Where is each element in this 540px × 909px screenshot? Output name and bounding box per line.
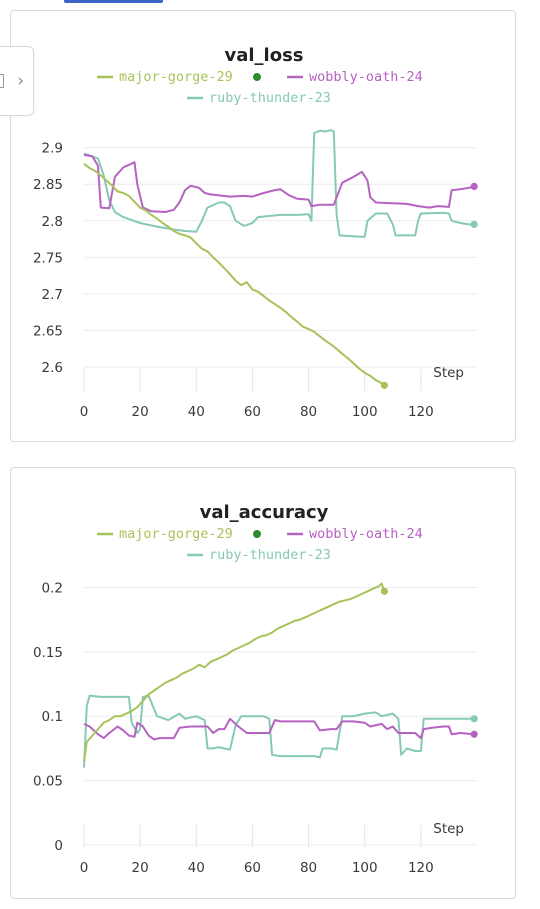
chart-panel-val-accuracy: val_accuracy major-gorge-29 wobbly-oath-24… [10, 467, 516, 899]
y-tick-label: 2.6 [42, 360, 63, 376]
legend-label: wobbly-oath-24 [309, 526, 423, 542]
x-tick-label: 40 [188, 404, 205, 420]
legend-label: wobbly-oath-24 [309, 69, 423, 85]
series-endpoint [470, 182, 478, 190]
run-status-dot [253, 73, 261, 81]
y-tick-label: 0.2 [42, 580, 63, 596]
expand-sidebar-button[interactable]: › [0, 46, 34, 116]
legend-label: ruby-thunder-23 [209, 90, 331, 106]
series-line-major-gorge-29 [83, 582, 386, 762]
y-tick-label: 0.05 [33, 774, 63, 790]
legend-label: major-gorge-29 [119, 69, 233, 85]
val-loss-chart: val_loss major-gorge-29 wobbly-oath-24 ruby… [33, 45, 478, 420]
y-tick-label: 2.8 [42, 214, 63, 230]
x-tick-label: 100 [352, 404, 378, 420]
x-tick-label: 120 [408, 404, 434, 420]
x-tick-label: 20 [132, 860, 149, 876]
x-tick-label: 120 [408, 860, 434, 876]
x-tick-label: 100 [352, 860, 378, 876]
series-endpoint [470, 220, 478, 229]
series-endpoint [470, 730, 478, 738]
y-tick-label: 2.65 [33, 323, 63, 339]
y-tick-label: 0.1 [42, 709, 63, 725]
series-line-wobbly-oath-24 [83, 153, 475, 213]
x-axis-label: Step [433, 365, 464, 381]
series-line-wobbly-oath-24 [83, 717, 475, 741]
x-tick-label: 60 [244, 860, 261, 876]
active-tab-indicator [64, 0, 163, 3]
x-tick-label: 80 [300, 404, 317, 420]
series-line-ruby-thunder-23 [83, 694, 475, 768]
series-endpoint [470, 715, 478, 723]
x-tick-label: 0 [80, 404, 89, 420]
y-tick-label: 2.7 [42, 287, 63, 303]
panel-grid-icon [0, 74, 4, 88]
legend-item[interactable]: ruby-thunder-23 [187, 547, 331, 563]
legend-label: major-gorge-29 [119, 526, 233, 542]
val-accuracy-title: val_accuracy [200, 502, 329, 523]
y-tick-label: 2.9 [42, 141, 63, 157]
val-accuracy-chart: val_accuracy major-gorge-29 wobbly-oath-24… [33, 502, 478, 876]
series-line-major-gorge-29 [83, 162, 386, 387]
x-tick-label: 80 [300, 860, 317, 876]
y-tick-label: 2.75 [33, 250, 63, 266]
legend-item[interactable]: major-gorge-29 [97, 69, 261, 85]
x-tick-label: 0 [80, 860, 89, 876]
y-tick-label: 0 [54, 838, 63, 854]
x-tick-label: 20 [132, 404, 149, 420]
val-loss-title: val_loss [224, 45, 303, 66]
x-tick-label: 60 [244, 404, 261, 420]
chart-panel-val-loss: val_loss major-gorge-29 wobbly-oath-24 ruby… [10, 10, 516, 442]
y-tick-label: 2.85 [33, 177, 63, 193]
chevron-right-icon: › [17, 71, 24, 91]
run-status-dot [253, 530, 261, 538]
x-axis-label: Step [433, 821, 464, 837]
legend-item[interactable]: major-gorge-29 [97, 526, 261, 542]
series-line-ruby-thunder-23 [83, 129, 475, 238]
series-endpoint [380, 587, 388, 595]
y-tick-label: 0.15 [33, 645, 63, 661]
legend-label: ruby-thunder-23 [209, 547, 331, 563]
legend-item[interactable]: wobbly-oath-24 [287, 526, 423, 542]
x-tick-label: 40 [188, 860, 205, 876]
series-endpoint [380, 381, 388, 389]
legend-item[interactable]: wobbly-oath-24 [287, 69, 423, 85]
legend-item[interactable]: ruby-thunder-23 [187, 90, 331, 106]
